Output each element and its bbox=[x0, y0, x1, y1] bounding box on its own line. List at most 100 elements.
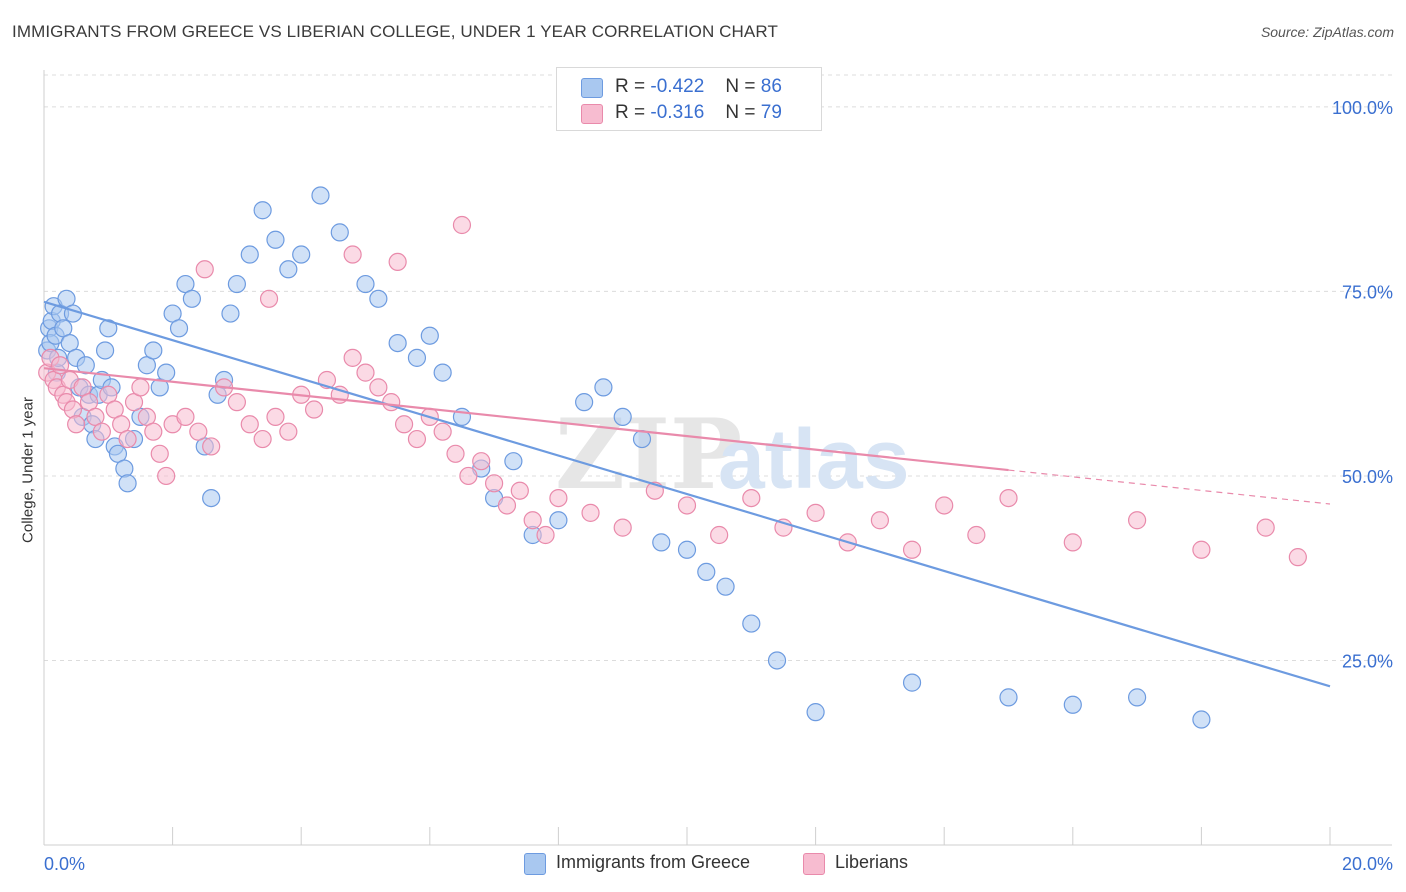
greece-point bbox=[356, 274, 375, 294]
greece-trend-line bbox=[43, 300, 1331, 688]
liberians-point bbox=[497, 496, 517, 515]
greece-point bbox=[632, 429, 652, 449]
y-tick-label: 50.0% bbox=[1342, 467, 1393, 487]
legend-n-label: N = bbox=[725, 102, 756, 123]
source-label: Source: ZipAtlas.com bbox=[1260, 24, 1394, 40]
greece-point bbox=[999, 688, 1018, 707]
liberians-point bbox=[472, 452, 491, 471]
greece-point bbox=[144, 341, 163, 360]
liberians-point bbox=[613, 518, 632, 537]
greece-point bbox=[311, 186, 330, 205]
greece-point bbox=[433, 363, 452, 382]
greece-point bbox=[613, 407, 632, 427]
greece-point bbox=[504, 452, 523, 471]
liberians-point bbox=[677, 496, 697, 515]
greece-point bbox=[767, 651, 787, 670]
liberians-point bbox=[189, 422, 208, 441]
greece-point bbox=[95, 341, 115, 360]
greece-point bbox=[202, 488, 221, 508]
liberians-point bbox=[195, 260, 214, 279]
liberians-trend-line bbox=[43, 367, 1009, 472]
legend-n-label: N = bbox=[725, 76, 756, 97]
legend-swatch-greece bbox=[581, 78, 603, 98]
y-tick-label: 25.0% bbox=[1342, 651, 1393, 671]
liberians-point bbox=[343, 245, 362, 264]
liberians-point bbox=[394, 415, 414, 434]
legend-r-value: -0.422 bbox=[650, 76, 705, 97]
liberians-point bbox=[131, 378, 150, 397]
greece-point bbox=[420, 326, 439, 345]
liberians-point bbox=[742, 488, 761, 508]
liberians-point bbox=[407, 429, 427, 449]
greece-point bbox=[99, 319, 118, 338]
greece-point bbox=[742, 614, 761, 633]
greece-point bbox=[407, 348, 427, 367]
greece-point bbox=[806, 703, 825, 722]
chart-title: IMMIGRANTS FROM GREECE VS LIBERIAN COLLE… bbox=[12, 22, 778, 41]
stats-legend: R = -0.422 N = 86 R = -0.316 N = 79 bbox=[556, 67, 822, 131]
legend-n-value: 86 bbox=[760, 76, 782, 97]
greece-point bbox=[697, 562, 716, 582]
liberians-point bbox=[369, 378, 388, 397]
liberians-point bbox=[279, 422, 298, 441]
greece-point bbox=[1063, 695, 1082, 714]
legend-swatch-liberians bbox=[803, 853, 825, 875]
greece-point bbox=[182, 289, 201, 308]
greece-point bbox=[902, 673, 922, 692]
liberians-trend-extension bbox=[1008, 469, 1331, 505]
liberians-point bbox=[388, 252, 407, 272]
liberians-point bbox=[343, 348, 362, 367]
liberians-point bbox=[144, 422, 163, 441]
x-tick-label: 0.0% bbox=[44, 854, 85, 874]
legend-n-value: 79 bbox=[760, 102, 782, 123]
liberians-point bbox=[459, 466, 478, 486]
legend-label-liberians: Liberians bbox=[835, 852, 909, 872]
greece-point bbox=[594, 378, 613, 397]
legend-label-greece: Immigrants from Greece bbox=[556, 852, 751, 872]
greece-point bbox=[279, 260, 298, 279]
liberians-point bbox=[1127, 511, 1147, 530]
y-tick-label: 100.0% bbox=[1332, 98, 1393, 118]
liberians-point bbox=[581, 503, 600, 522]
liberians-point bbox=[452, 215, 472, 235]
liberians-point bbox=[523, 511, 542, 530]
greece-point bbox=[575, 393, 594, 412]
greece-point bbox=[118, 474, 137, 493]
liberians-point bbox=[806, 503, 825, 522]
liberians-point bbox=[304, 400, 324, 419]
liberians-point bbox=[433, 422, 452, 441]
greece-point bbox=[227, 274, 246, 294]
greece-point bbox=[157, 363, 176, 382]
liberians-point bbox=[536, 525, 555, 545]
liberians-point bbox=[202, 437, 221, 456]
liberians-point bbox=[67, 415, 86, 434]
liberians-point bbox=[157, 466, 176, 486]
liberians-point bbox=[1256, 518, 1275, 537]
legend-swatch-liberians bbox=[581, 104, 603, 124]
greece-point bbox=[549, 511, 568, 530]
liberians-point bbox=[935, 496, 954, 515]
greece-point bbox=[240, 245, 259, 264]
legend-r-label: R = bbox=[615, 102, 646, 123]
greece-point bbox=[76, 356, 95, 375]
liberians-point bbox=[63, 400, 83, 419]
greece-point bbox=[652, 533, 671, 552]
greece-point bbox=[369, 289, 388, 308]
greece-point bbox=[253, 201, 272, 220]
liberians-point bbox=[259, 289, 279, 308]
liberians-point bbox=[967, 525, 986, 545]
greece-point bbox=[266, 230, 285, 249]
liberians-point bbox=[485, 474, 504, 493]
liberians-point bbox=[176, 407, 195, 427]
greece-point bbox=[716, 577, 735, 596]
liberians-point bbox=[227, 393, 246, 412]
legend-r-label: R = bbox=[615, 76, 646, 97]
legend-r-value: -0.316 bbox=[650, 102, 705, 123]
greece-point bbox=[330, 223, 349, 242]
liberians-point bbox=[1288, 548, 1307, 567]
greece-point bbox=[1127, 688, 1147, 707]
liberians-point bbox=[549, 488, 568, 508]
liberians-point bbox=[240, 415, 259, 434]
liberians-point bbox=[510, 481, 529, 500]
